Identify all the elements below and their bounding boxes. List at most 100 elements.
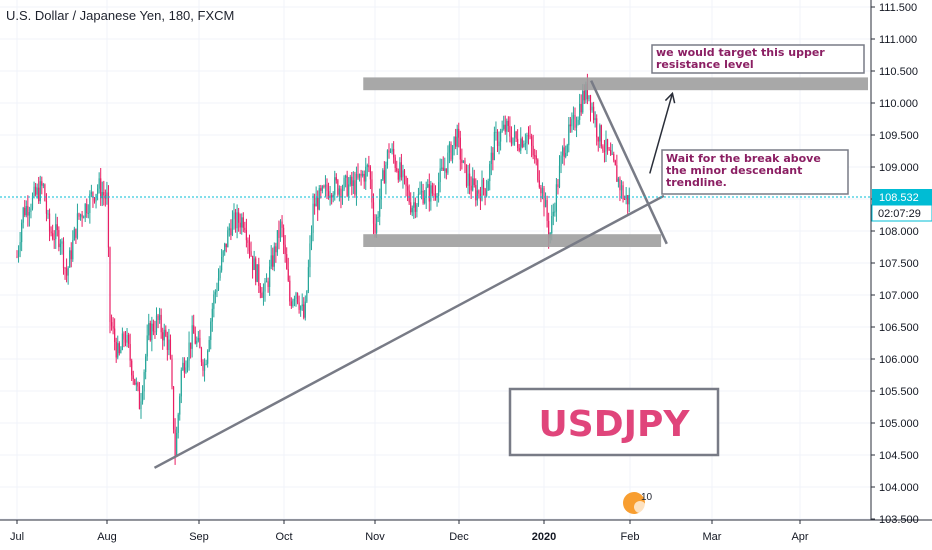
candle-body: [531, 136, 533, 146]
candle-body: [544, 200, 547, 208]
time-tick-label: Apr: [791, 531, 808, 543]
candle-body: [310, 232, 313, 244]
candle-body: [376, 217, 378, 233]
candle-body: [586, 83, 588, 100]
candle-body: [98, 178, 100, 189]
candle-body: [492, 152, 494, 161]
candle-body: [352, 180, 354, 186]
candle-body: [244, 227, 246, 231]
candle-body: [33, 186, 35, 196]
price-tick-label: 110.000: [879, 98, 918, 110]
candle-body: [149, 323, 151, 341]
candle-body: [543, 188, 545, 208]
candle-body: [252, 255, 254, 270]
candle-body: [348, 184, 350, 196]
candle-body: [155, 315, 158, 332]
candle-body: [81, 214, 83, 218]
candle-body: [580, 103, 582, 113]
candle-body: [250, 251, 252, 256]
candle-body: [279, 221, 282, 238]
candle-body: [73, 228, 75, 241]
time-tick-label: Aug: [97, 531, 117, 543]
descending-trendline: [590, 80, 668, 245]
candle-body: [524, 143, 526, 145]
candle-body: [407, 186, 409, 191]
candle-body: [360, 173, 362, 176]
candle-body: [145, 356, 147, 373]
candle-body: [245, 230, 247, 241]
candle-body: [323, 186, 325, 188]
candle-body: [450, 143, 452, 160]
candle-body: [509, 125, 511, 137]
candle-body: [86, 204, 88, 214]
candle-body: [428, 184, 430, 202]
candle-body: [275, 246, 277, 253]
candle-body: [219, 270, 221, 279]
candle-body: [55, 224, 57, 240]
candle-body: [174, 429, 176, 456]
candle-body: [441, 167, 443, 169]
candle-body: [248, 242, 251, 252]
candle-body: [363, 173, 365, 182]
candle-body: [239, 222, 241, 228]
candle-body: [534, 155, 536, 157]
candle-body: [278, 230, 280, 238]
candle-body: [605, 139, 607, 152]
candle-body: [495, 131, 497, 133]
candle-body: [610, 150, 612, 155]
candle-body: [579, 103, 581, 120]
candle-body: [585, 83, 587, 101]
price-axis[interactable]: [871, 0, 932, 520]
candle-body: [30, 208, 32, 212]
time-axis[interactable]: [0, 520, 932, 550]
candle-body: [221, 257, 223, 271]
candle-body: [349, 176, 351, 185]
candle-body: [93, 197, 96, 202]
candle-body: [69, 250, 71, 268]
candle-body: [365, 166, 367, 182]
candle-body: [168, 339, 170, 350]
break-note-box[interactable]: [661, 149, 849, 195]
candle-body: [340, 188, 342, 198]
target-note-box[interactable]: [651, 44, 865, 74]
candle-body: [118, 343, 120, 354]
candle-body: [141, 391, 144, 402]
candle-body: [391, 148, 393, 152]
price-tick-label: 106.000: [879, 354, 919, 366]
candle-body: [176, 432, 178, 456]
candle-body: [296, 293, 299, 303]
candle-body: [498, 141, 500, 147]
candle-body: [425, 187, 427, 199]
candle-body: [385, 165, 387, 184]
candle-body: [22, 207, 24, 223]
candle-body: [380, 179, 382, 200]
candle-body: [597, 137, 599, 142]
candle-body: [453, 136, 455, 146]
candle-body: [405, 176, 407, 187]
candle-body: [117, 343, 119, 358]
candle-body: [135, 382, 137, 385]
candle-body: [424, 198, 426, 204]
candle-body: [216, 289, 218, 293]
candle-body: [146, 335, 148, 357]
candle-body: [132, 375, 134, 380]
candle-body: [614, 160, 616, 166]
candle-body: [358, 173, 361, 178]
candle-body: [140, 401, 142, 410]
candle-body: [416, 204, 418, 212]
candle-body: [469, 173, 471, 186]
symbol-box[interactable]: [508, 387, 720, 457]
candle-body: [399, 162, 401, 180]
candle-body: [253, 258, 255, 270]
candle-body: [56, 224, 58, 231]
candle-body: [75, 228, 77, 238]
candle-body: [72, 240, 74, 260]
candle-body: [386, 150, 389, 166]
candle-body: [190, 342, 192, 349]
candle-body: [345, 175, 347, 178]
candle-body: [368, 165, 370, 168]
candle-body: [420, 190, 423, 193]
candle-body: [152, 323, 154, 332]
candle-body: [341, 189, 344, 198]
